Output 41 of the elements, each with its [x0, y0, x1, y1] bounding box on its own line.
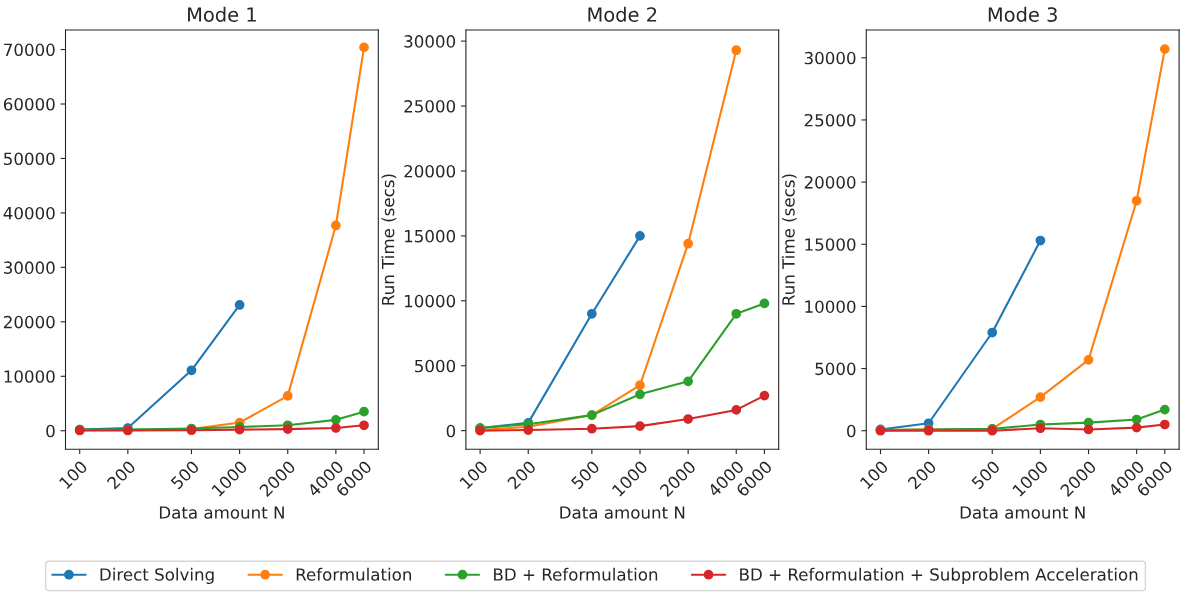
- x-tick-label: 100: [58, 459, 89, 490]
- x-axis-title: Data amount N: [560, 506, 685, 519]
- x-tick-label: 100: [459, 459, 489, 490]
- chart-title: Mode 2: [588, 6, 657, 22]
- y-tick-label: 70000: [4, 43, 55, 57]
- y-axis-title: Run Time (secs): [781, 174, 797, 305]
- y-tick-label: 0: [446, 424, 456, 438]
- chart-title: Mode 3: [988, 6, 1057, 22]
- x-tick-label: 500: [170, 459, 200, 490]
- x-axis-title: Data amount N: [960, 506, 1085, 519]
- x-tick-label: 500: [570, 459, 601, 490]
- y-tick-label: 5000: [415, 359, 456, 373]
- y-tick-label: 10000: [4, 370, 55, 383]
- y-tick-label: 10000: [805, 300, 856, 313]
- y-tick-label: 15000: [404, 229, 456, 243]
- legend-label: BD + Reformulation + Subproblem Acceleration: [740, 567, 1138, 584]
- legend-label: BD + Reformulation: [494, 567, 658, 581]
- y-tick-label: 40000: [3, 206, 55, 220]
- y-tick-label: 30000: [804, 51, 856, 65]
- x-axis-title: Data amount N: [159, 506, 284, 519]
- y-tick-label: 20000: [404, 164, 456, 178]
- y-tick-label: 15000: [805, 238, 856, 251]
- x-tick-label: 500: [970, 459, 1001, 490]
- y-tick-label: 10000: [404, 294, 456, 308]
- y-tick-label: 25000: [404, 100, 456, 113]
- y-tick-label: 20000: [804, 176, 856, 189]
- y-tick-label: 0: [46, 424, 55, 438]
- x-tick-label: 100: [859, 459, 889, 490]
- y-tick-label: 0: [847, 424, 856, 438]
- y-tick-label: 60000: [3, 97, 55, 111]
- legend-label: Reformulation: [296, 567, 412, 581]
- chart-title: Mode 1: [188, 6, 256, 22]
- y-axis-title: Run Time (secs): [381, 174, 397, 305]
- legend-label: Direct Solving: [100, 567, 214, 584]
- y-tick-label: 20000: [3, 315, 55, 329]
- y-tick-label: 5000: [815, 362, 856, 376]
- y-tick-label: 30000: [404, 35, 456, 48]
- y-tick-label: 30000: [4, 261, 55, 274]
- x-tick-label: 200: [907, 459, 937, 490]
- y-tick-label: 25000: [804, 113, 856, 127]
- y-tick-label: 50000: [4, 152, 55, 166]
